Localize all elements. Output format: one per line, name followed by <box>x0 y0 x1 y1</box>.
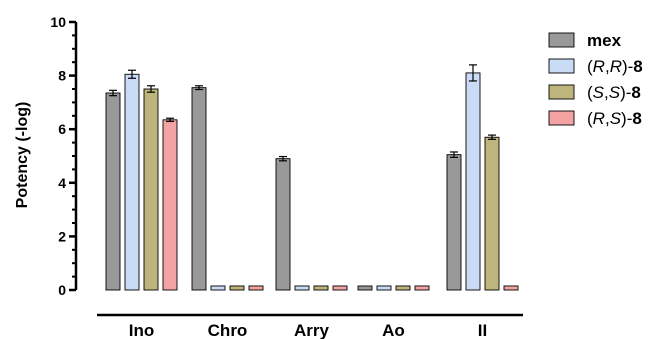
y-tick-label: 8 <box>58 68 66 84</box>
legend-label: (R,R)-8 <box>587 57 643 76</box>
bar <box>294 285 310 291</box>
bar <box>210 285 226 291</box>
bar <box>191 87 207 291</box>
bar <box>162 119 178 291</box>
y-tick-label: 10 <box>50 14 66 30</box>
x-tick-label: Chro <box>208 321 248 339</box>
bar <box>465 72 481 291</box>
x-tick-label: Arry <box>294 321 330 339</box>
bar <box>446 154 462 291</box>
y-tick-label: 6 <box>58 121 66 137</box>
bar <box>229 285 245 291</box>
bar <box>105 92 121 291</box>
bar <box>484 136 500 291</box>
bar <box>332 285 348 291</box>
legend: mex (R,R)-8 (S,S)-8 (R,S)-8 <box>548 31 643 128</box>
bar <box>248 285 264 291</box>
bars <box>105 64 519 291</box>
x-tick-label: Ino <box>129 321 155 339</box>
bar <box>395 285 411 291</box>
bar <box>357 285 373 291</box>
legend-label: (S,S)-8 <box>587 83 641 102</box>
bar <box>275 158 291 291</box>
bar <box>414 285 430 291</box>
legend-label: (R,S)-8 <box>587 109 642 128</box>
x-axis: Ino Chro Arry Ao II <box>97 313 523 339</box>
bar <box>143 88 159 291</box>
bar <box>124 73 140 291</box>
y-tick-label: 0 <box>58 282 66 298</box>
bar <box>313 285 329 291</box>
legend-label: mex <box>587 31 622 50</box>
x-tick-label: II <box>478 321 487 339</box>
y-tick-label: 2 <box>58 228 66 244</box>
legend-swatch <box>548 110 575 126</box>
legend-swatch <box>548 58 575 74</box>
y-tick-label: 4 <box>58 175 66 191</box>
y-axis-title: Potency (-log) <box>14 102 31 209</box>
bar <box>376 285 392 291</box>
bar <box>503 285 519 291</box>
legend-swatch <box>548 84 575 100</box>
legend-swatch <box>548 32 575 48</box>
y-axis: 0 2 4 6 8 10 <box>50 14 78 298</box>
x-tick-label: Ao <box>382 321 405 339</box>
